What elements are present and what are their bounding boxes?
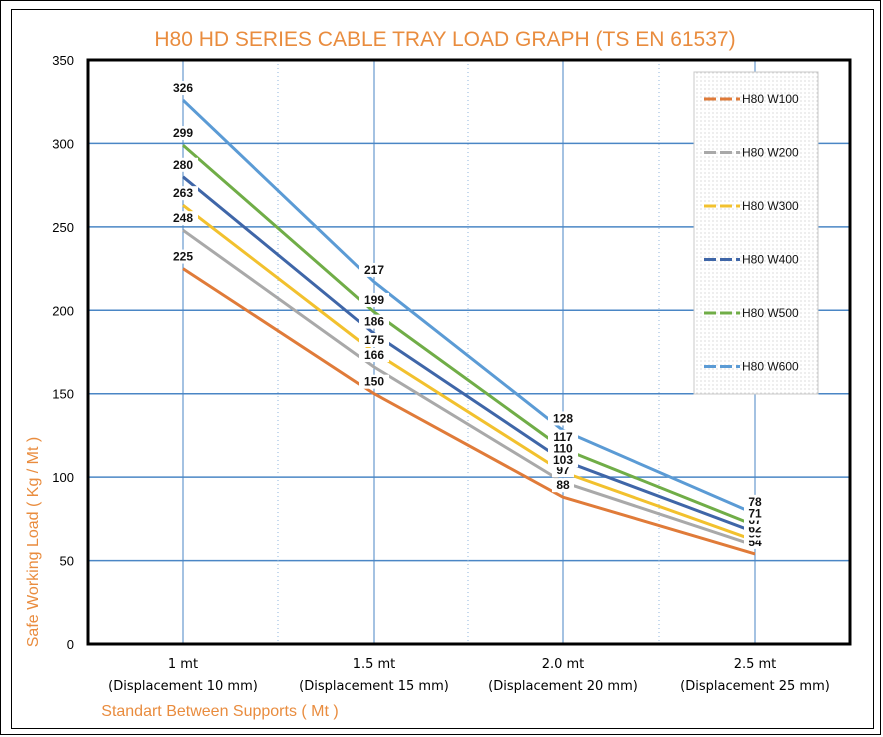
y-tick-label: 200 [52,303,74,318]
data-label: 103 [553,453,573,467]
legend-label: H80 W300 [742,199,799,213]
series-line [181,98,756,516]
series-line [182,228,756,547]
data-label-bg [168,249,198,264]
chart-title: H80 HD SERIES CABLE TRAY LOAD GRAPH (TS … [154,28,735,51]
x-tick-sublabel: (Displacement 20 mm) [488,679,638,694]
x-tick-sublabel: (Displacement 15 mm) [299,679,449,694]
y-tick-label: 250 [52,220,74,235]
series-line [182,143,756,527]
x-tick-label: 2.5 mt [734,657,777,672]
data-label-bg [359,374,389,389]
data-label: 166 [364,348,384,362]
data-label: 225 [173,250,193,264]
data-label: 326 [173,81,193,95]
data-label: 117 [553,430,573,444]
data-label-bg [548,441,578,456]
legend: H80 W100 H80 W200 H80 W300 H80 W400 H80 W500… [693,71,819,395]
data-label-bg [744,494,766,509]
series-line [182,175,756,534]
y-axis-label: Safe Working Load ( Kg / Mt ) [25,437,42,647]
y-axis-ticks: 0 50 100 150 200 250 300 350 [52,53,74,652]
data-label-bg [359,333,389,347]
data-label: 175 [364,333,384,347]
data-labels: 2251508854248166975926317510362280186110… [168,81,766,549]
y-tick-label: 300 [52,136,74,151]
data-label: 128 [553,411,573,425]
x-tick-label: 1.5 mt [353,657,396,672]
data-label: 186 [364,315,384,329]
y-tick-label: 100 [52,470,74,485]
data-label-bg [548,429,578,444]
series-lines [181,98,756,556]
y-tick-label: 150 [52,387,74,402]
x-tick-label: 1 mt [168,657,198,672]
legend-label: H80 W400 [742,253,799,267]
data-label: 299 [173,126,193,140]
series-line [182,267,756,556]
x-axis-ticks: 1 mt (Displacement 10 mm) 1.5 mt (Displacem… [108,657,830,694]
data-label: 263 [173,186,193,200]
data-label: 280 [173,158,193,172]
legend-label: H80 W500 [742,306,799,320]
data-label: 78 [748,495,762,509]
x-axis-label: Standart Between Supports ( Mt ) [101,703,338,720]
legend-label: H80 W100 [742,92,799,106]
data-label-bg [359,314,389,329]
legend-label: H80 W200 [742,146,799,160]
legend-box [693,71,819,395]
y-tick-label: 50 [60,554,74,569]
data-label-bg [168,186,198,201]
series-line [182,203,756,542]
data-label-bg [548,453,578,468]
x-tick-sublabel: (Displacement 25 mm) [680,679,830,694]
data-label-bg [168,81,198,96]
data-label: 150 [364,375,384,389]
data-label-bg [168,126,198,141]
x-tick-sublabel: (Displacement 10 mm) [108,679,258,694]
data-label-bg [359,292,389,307]
data-label-bg [552,478,574,493]
data-label: 217 [364,263,384,277]
data-label-bg [548,411,578,426]
x-tick-label: 2.0 mt [542,657,585,672]
data-label: 110 [553,441,573,455]
data-label-bg [744,506,766,521]
y-tick-label: 0 [67,637,74,652]
plot-border [86,58,852,646]
data-label: 199 [364,293,384,307]
data-label-bg [168,211,198,226]
data-label: 71 [748,507,762,521]
data-label-bg [359,348,389,363]
data-label: 248 [173,211,193,225]
data-label-bg [359,262,389,277]
data-label: 88 [556,478,570,492]
y-tick-label: 350 [52,53,74,68]
legend-label: H80 W600 [742,360,799,374]
data-label-bg [168,157,198,172]
